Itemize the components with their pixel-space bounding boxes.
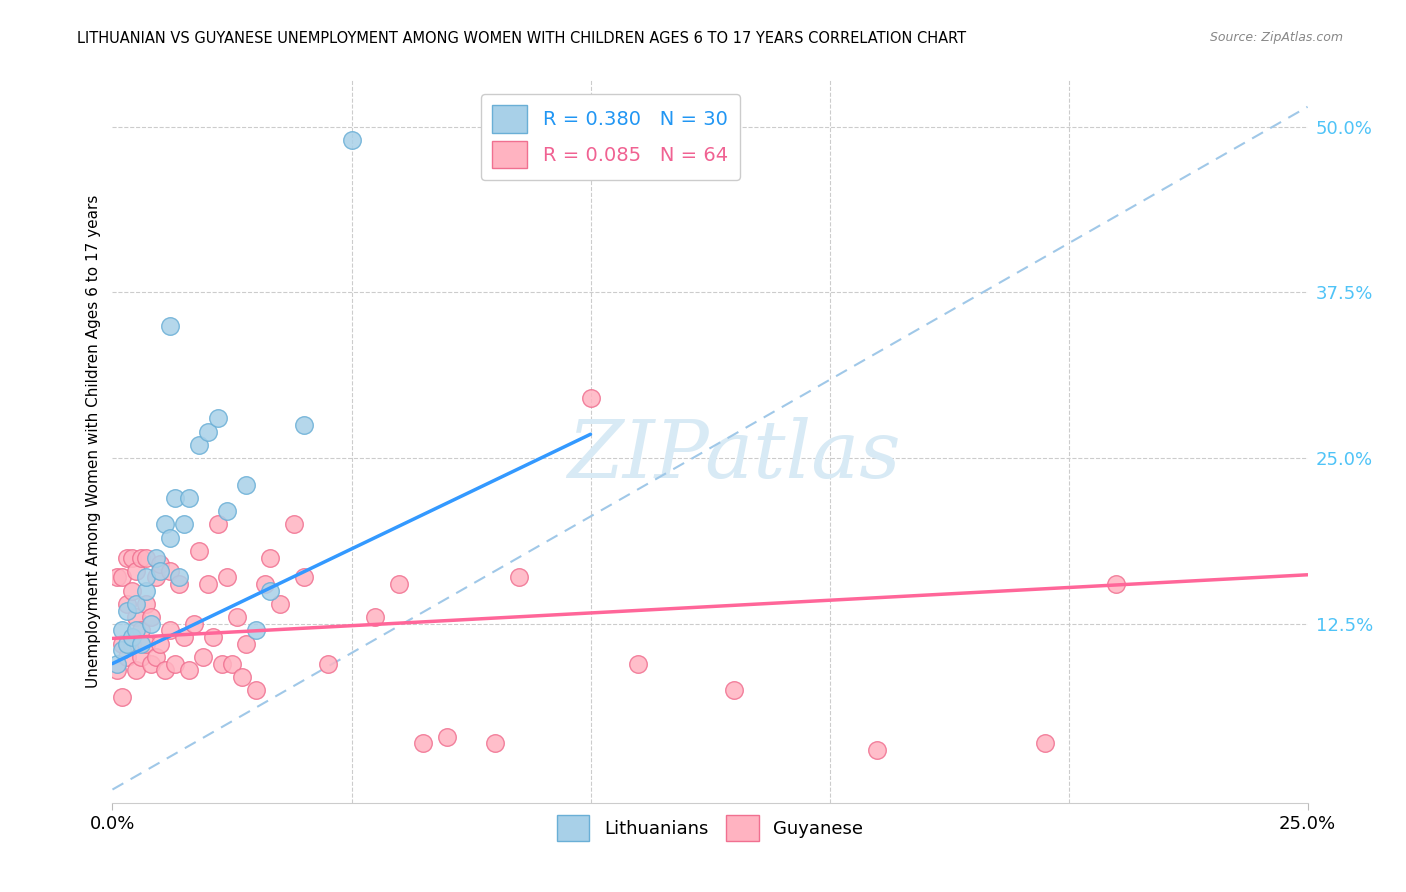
Point (121, 630, 143, 644)
Point (149, 564, 172, 578)
Point (115, 603, 138, 617)
Point (235, 477, 257, 491)
Point (135, 583, 157, 598)
Point (211, 657, 233, 671)
Point (436, 730, 458, 744)
Point (145, 570, 167, 584)
Point (163, 491, 186, 505)
Point (135, 597, 157, 611)
Point (121, 583, 143, 598)
Point (115, 650, 138, 665)
Point (163, 657, 186, 671)
Point (292, 570, 315, 584)
Point (364, 610, 387, 624)
Point (1105, 577, 1128, 591)
Point (201, 630, 224, 644)
Point (388, 577, 411, 591)
Point (135, 550, 157, 565)
Point (105, 663, 128, 677)
Point (129, 624, 152, 638)
Point (173, 630, 195, 644)
Point (121, 637, 143, 651)
Point (193, 650, 215, 665)
Text: ZIPatlas: ZIPatlas (567, 417, 901, 495)
Point (125, 624, 148, 638)
Point (259, 583, 281, 598)
Point (169, 570, 191, 584)
Point (283, 517, 305, 532)
Point (145, 650, 167, 665)
Point (115, 597, 138, 611)
Point (412, 736, 434, 750)
Point (121, 550, 143, 565)
Point (177, 491, 200, 505)
Point (217, 570, 239, 584)
Point (111, 637, 134, 651)
Point (259, 550, 281, 565)
Point (105, 570, 128, 584)
Point (139, 657, 162, 671)
Point (177, 663, 200, 677)
Point (217, 504, 239, 518)
Point (866, 743, 889, 757)
Point (197, 577, 219, 591)
Point (245, 624, 267, 638)
Point (115, 550, 138, 565)
Point (111, 690, 134, 704)
Point (245, 683, 267, 698)
Point (207, 411, 229, 425)
Point (292, 417, 315, 432)
Point (207, 517, 229, 532)
Text: Source: ZipAtlas.com: Source: ZipAtlas.com (1209, 31, 1343, 45)
Point (484, 736, 506, 750)
Point (316, 657, 339, 671)
Point (149, 557, 172, 571)
Point (105, 657, 128, 671)
Point (508, 570, 530, 584)
Point (139, 616, 162, 631)
Point (723, 683, 745, 698)
Point (145, 550, 167, 565)
Point (129, 550, 152, 565)
Point (125, 597, 148, 611)
Point (125, 610, 148, 624)
Point (125, 663, 148, 677)
Point (129, 637, 152, 651)
Y-axis label: Unemployment Among Women with Children Ages 6 to 17 years: Unemployment Among Women with Children A… (86, 194, 101, 689)
Point (231, 670, 253, 684)
Point (159, 564, 181, 578)
Point (125, 564, 148, 578)
Point (221, 657, 243, 671)
Point (139, 610, 162, 624)
Point (111, 643, 134, 657)
Point (225, 610, 247, 624)
Point (115, 637, 138, 651)
Point (579, 392, 602, 406)
Point (159, 318, 181, 333)
Point (149, 637, 172, 651)
Point (627, 657, 650, 671)
Point (169, 577, 191, 591)
Text: LITHUANIAN VS GUYANESE UNEMPLOYMENT AMONG WOMEN WITH CHILDREN AGES 6 TO 17 YEARS: LITHUANIAN VS GUYANESE UNEMPLOYMENT AMON… (77, 31, 966, 46)
Point (187, 544, 209, 558)
Point (197, 425, 219, 439)
Legend: Lithuanians, Guyanese: Lithuanians, Guyanese (550, 808, 870, 848)
Point (159, 624, 181, 638)
Point (129, 650, 152, 665)
Point (153, 517, 176, 532)
Point (187, 438, 209, 452)
Point (183, 616, 205, 631)
Point (111, 570, 134, 584)
Point (159, 531, 181, 545)
Point (1033, 736, 1056, 750)
Point (135, 570, 157, 584)
Point (135, 637, 157, 651)
Point (235, 637, 257, 651)
Point (340, 133, 363, 147)
Point (111, 624, 134, 638)
Point (254, 577, 277, 591)
Point (153, 663, 176, 677)
Point (269, 597, 291, 611)
Point (173, 517, 195, 532)
